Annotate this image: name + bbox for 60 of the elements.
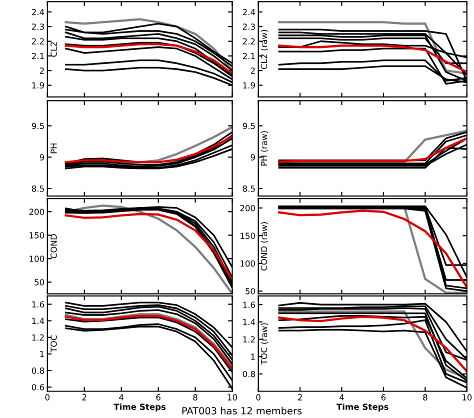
y-tick-label: 1.2 — [243, 336, 255, 342]
y-axis-title: TOC — [50, 335, 57, 352]
y-tick-label: 100 — [240, 260, 255, 267]
y-tick-label: 9 — [40, 154, 44, 160]
x-tick-label: 2 — [298, 394, 302, 400]
x-tick-label: 0 — [45, 394, 50, 400]
x-tick-label: 0 — [256, 394, 260, 400]
y-tick-label: 1.4 — [243, 319, 256, 326]
y-tick-label: 2.3 — [32, 24, 44, 30]
y-tick-label: 2 — [250, 68, 255, 74]
y-axis-title: COND (raw) — [260, 222, 268, 270]
y-tick-label: 2.2 — [32, 38, 44, 44]
y-tick-label: 1.9 — [243, 82, 255, 89]
x-tick-label: 2 — [82, 394, 86, 400]
y-tick-label: 1 — [40, 351, 44, 358]
x-tick-label: 6 — [156, 394, 160, 400]
y-axis-title: PH — [50, 144, 57, 154]
y-tick-label: 2.3 — [242, 24, 255, 30]
y-tick-label: 1 — [251, 354, 255, 360]
y-tick-label: 1.6 — [243, 302, 256, 308]
x-tick-label: 10 — [228, 394, 238, 400]
y-tick-label: 9.5 — [242, 122, 255, 130]
y-axis-title: CL2 (raw) — [260, 30, 268, 69]
y-tick-label: 2.1 — [242, 52, 255, 60]
y-tick-label: 200 — [240, 204, 255, 212]
y-tick-label: 100 — [30, 256, 44, 262]
y-tick-label: 0.6 — [32, 384, 44, 390]
y-axis-title: CL2 — [50, 42, 57, 57]
x-tick-label: 10 — [462, 394, 472, 400]
y-tick-label: 2.2 — [242, 38, 255, 44]
y-tick-label: 200 — [29, 208, 44, 215]
y-tick-label: 2.4 — [242, 8, 256, 16]
y-tick-label: 9 — [250, 154, 255, 160]
y-tick-label: 2.4 — [32, 8, 44, 16]
y-tick-label: 1.6 — [32, 301, 44, 308]
x-tick-label: 4 — [119, 394, 124, 400]
y-tick-label: 1.2 — [32, 334, 44, 341]
text: PAT003 has 12 members — [182, 406, 302, 414]
x-tick-label: 6 — [381, 394, 386, 400]
y-axis-title: COND — [50, 234, 57, 258]
y-tick-label: 150 — [240, 232, 255, 239]
x-tick-label: 8 — [193, 394, 198, 400]
x-axis-title: Time Steps — [114, 403, 166, 412]
x-tick-label: 4 — [340, 394, 344, 400]
y-tick-label: 1.4 — [32, 318, 44, 324]
x-axis-title: Time Steps — [336, 403, 388, 412]
x-tick-label: 8 — [423, 394, 428, 400]
y-axis-title: TOC (raw) — [260, 323, 268, 365]
y-tick-label: 0.8 — [242, 370, 255, 378]
y-tick-label: 50 — [34, 279, 44, 286]
y-tick-label: 50 — [246, 288, 255, 294]
y-tick-label: 8.5 — [242, 186, 255, 192]
y-axis-title: PH (raw) — [260, 131, 268, 166]
y-tick-label: 2.1 — [32, 52, 44, 60]
y-tick-label: 9.5 — [32, 122, 44, 130]
y-tick-label: 8.5 — [32, 186, 44, 192]
y-tick-label: 150 — [30, 232, 44, 238]
y-tick-label: 1.9 — [32, 82, 44, 89]
y-tick-label: 2 — [40, 68, 44, 74]
y-tick-label: 0.8 — [32, 368, 44, 374]
